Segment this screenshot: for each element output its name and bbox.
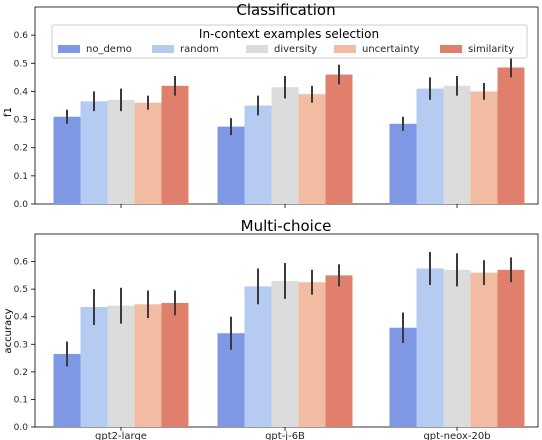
y-tick-label: 0.0 bbox=[14, 423, 29, 433]
x-tick-label-gpt-neox-20b: gpt-neox-20b bbox=[423, 431, 490, 440]
legend-swatch-no_demo bbox=[58, 45, 80, 53]
bar-similarity-gpt-j-6B bbox=[325, 275, 353, 427]
classification-panel: Classification f1 0.00.10.20.30.40.50.6 … bbox=[3, 1, 539, 210]
bar-random-gpt2-large bbox=[80, 307, 108, 427]
bar-no_demo-gpt-neox-20b bbox=[389, 123, 417, 204]
y-tick-label: 0.5 bbox=[14, 285, 28, 295]
bar-no_demo-gpt-neox-20b bbox=[389, 327, 417, 427]
bar-diversity-gpt-neox-20b bbox=[443, 269, 471, 427]
bar-diversity-gpt-j-6B bbox=[271, 280, 299, 427]
legend-label-uncertainty: uncertainty bbox=[362, 44, 420, 55]
bar-similarity-gpt2-large bbox=[161, 302, 189, 427]
bar-random-gpt-j-6B bbox=[244, 105, 272, 204]
y-tick-label: 0.2 bbox=[14, 144, 28, 154]
legend-swatch-random bbox=[152, 45, 174, 53]
legend-label-diversity: diversity bbox=[274, 44, 317, 55]
legend-label-similarity: similarity bbox=[468, 44, 514, 55]
bar-similarity-gpt-j-6B bbox=[325, 74, 353, 205]
legend-swatch-uncertainty bbox=[334, 45, 356, 53]
bar-random-gpt-neox-20b bbox=[416, 88, 444, 204]
bar-random-gpt-j-6B bbox=[244, 286, 272, 427]
y-tick-label: 0.2 bbox=[14, 368, 28, 378]
classification-title: Classification bbox=[236, 1, 335, 19]
y-tick-label: 0.6 bbox=[14, 31, 29, 41]
bar-uncertainty-gpt2-large bbox=[134, 102, 162, 204]
y-tick-label: 0.3 bbox=[14, 116, 28, 126]
bar-diversity-gpt-neox-20b bbox=[443, 85, 471, 204]
bar-diversity-gpt2-large bbox=[107, 99, 135, 204]
classification-legend: In-context examples selection no_demo ran… bbox=[51, 24, 528, 59]
bar-similarity-gpt-neox-20b bbox=[497, 67, 525, 204]
y-tick-label: 0.0 bbox=[14, 200, 29, 210]
y-tick-label: 0.4 bbox=[14, 87, 29, 97]
bar-random-gpt-neox-20b bbox=[416, 268, 444, 427]
y-tick-label: 0.4 bbox=[14, 313, 29, 323]
x-tick-label-gpt2-large: gpt2-large bbox=[95, 431, 147, 440]
bar-no_demo-gpt-j-6B bbox=[217, 126, 245, 204]
bar-uncertainty-gpt-j-6B bbox=[298, 282, 326, 427]
legend-swatch-diversity bbox=[246, 45, 268, 53]
bar-no_demo-gpt2-large bbox=[53, 116, 81, 204]
x-tick-label-gpt-j-6B: gpt-j-6B bbox=[265, 431, 305, 440]
y-tick-label: 0.6 bbox=[14, 258, 29, 268]
multi-choice-panel: Multi-choice accuracy 0.0 0.1 0.2 0.3 0.4 0.5… bbox=[3, 217, 539, 440]
classification-y-axis-label: f1 bbox=[3, 107, 14, 117]
y-tick-label: 0.3 bbox=[14, 340, 28, 350]
bar-uncertainty-gpt2-large bbox=[134, 304, 162, 427]
legend-label-no_demo: no_demo bbox=[86, 44, 132, 55]
y-tick-label: 0.1 bbox=[14, 172, 28, 182]
legend-label-random: random bbox=[180, 44, 219, 55]
legend-title: In-context examples selection bbox=[199, 27, 379, 41]
legend-swatch-similarity bbox=[440, 45, 462, 53]
y-tick-label: 0.1 bbox=[14, 395, 28, 405]
bar-similarity-gpt-neox-20b bbox=[497, 269, 525, 427]
multi-choice-y-axis-label: accuracy bbox=[3, 308, 14, 353]
bar-diversity-gpt2-large bbox=[107, 305, 135, 427]
bar-uncertainty-gpt-neox-20b bbox=[470, 272, 498, 427]
bar-random-gpt2-large bbox=[80, 101, 108, 204]
y-tick-label: 0.5 bbox=[14, 59, 28, 69]
bar-uncertainty-gpt-neox-20b bbox=[470, 91, 498, 204]
bar-similarity-gpt2-large bbox=[161, 85, 189, 204]
bar-uncertainty-gpt-j-6B bbox=[298, 94, 326, 204]
multi-choice-title: Multi-choice bbox=[241, 217, 332, 235]
bar-diversity-gpt-j-6B bbox=[271, 87, 299, 204]
